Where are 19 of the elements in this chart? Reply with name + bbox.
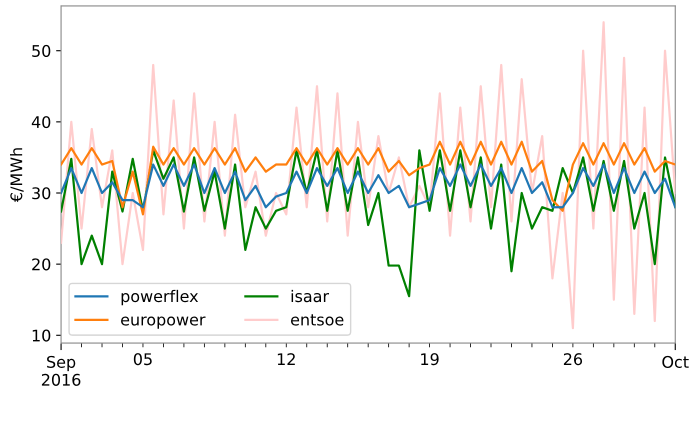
legend-label: powerflex [122,290,198,306]
x-tick-label: 12 [278,353,295,365]
y-tick-label: 20 [32,258,50,270]
legend-label: entsoe [291,314,344,326]
x-tick-label: 26 [564,353,582,366]
y-tick-label: 30 [32,187,50,200]
line-series [61,140,676,216]
line-series [61,21,676,330]
legend-label: europower [121,316,206,329]
x-tick-label: 19 [421,353,439,366]
y-tick-label: 40 [32,116,50,128]
x-tick-label: Sep 2016 [42,356,80,386]
x-tick-label: Oct [662,356,689,368]
x-tick-label: 05 [134,353,152,366]
y-tick-label: 50 [32,44,50,58]
y-axis-title: €/MWh [10,148,24,202]
line-series [61,163,676,208]
y-tick-label: 10 [32,330,50,342]
legend-label: isaar [292,290,330,302]
